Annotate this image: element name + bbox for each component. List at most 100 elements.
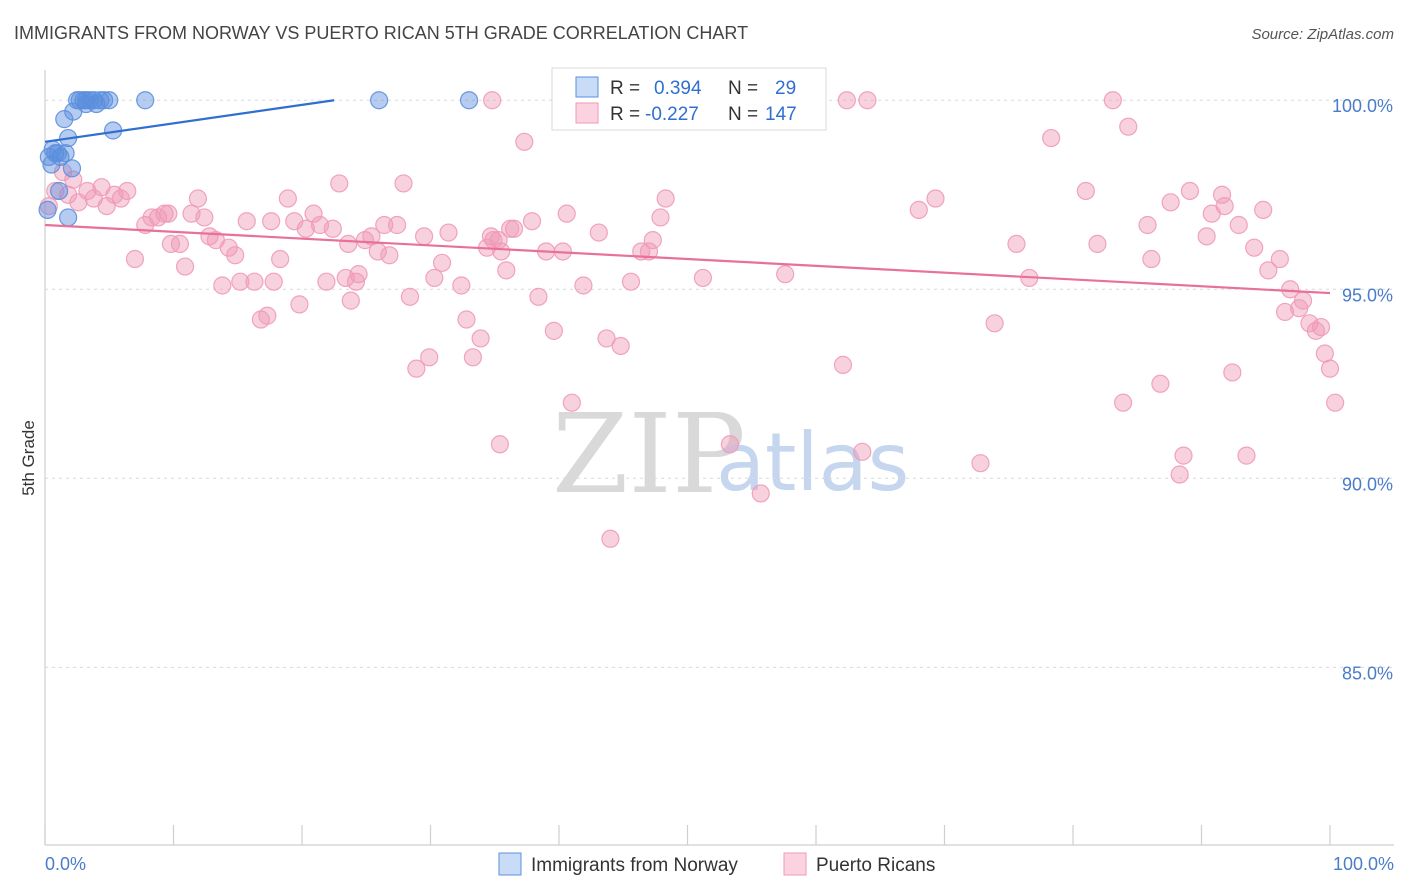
data-point-puerto-ricans (1007, 234, 1026, 254)
watermark-atlas: atlas (716, 416, 909, 509)
data-point-puerto-ricans (1326, 393, 1345, 412)
stats-n-label-norway: N = (728, 78, 758, 99)
data-point-puerto-ricans (497, 261, 516, 280)
data-point-puerto-ricans (1114, 393, 1133, 412)
data-point-puerto-ricans (330, 174, 349, 193)
data-point-puerto-ricans (1281, 280, 1300, 299)
data-point-puerto-ricans (231, 272, 250, 291)
legend-label-puerto-ricans: Puerto Ricans (816, 855, 935, 876)
data-point-puerto-ricans (1119, 117, 1138, 136)
data-point-puerto-ricans (776, 265, 795, 284)
stats-r-label-norway: R = (610, 78, 640, 99)
data-point-puerto-ricans (420, 348, 439, 367)
data-point-puerto-ricans (1300, 314, 1319, 333)
data-point-puerto-ricans (471, 329, 490, 348)
stats-box: R = 0.394 N = 29 R = -0.227 N = 147 (551, 67, 827, 131)
data-point-puerto-ricans (529, 287, 548, 306)
data-point-puerto-ricans (226, 246, 245, 265)
data-point-puerto-ricans (296, 219, 315, 238)
legend: Immigrants from Norway Puerto Ricans (498, 852, 935, 876)
data-point-puerto-ricans (1237, 446, 1256, 465)
y-tick-labels: 100.0% 95.0% 90.0% 85.0% (1332, 96, 1393, 683)
data-point-puerto-ricans (188, 189, 208, 208)
data-point-puerto-ricans (317, 272, 336, 291)
data-point-norway (370, 91, 389, 110)
data-point-puerto-ricans (304, 204, 323, 223)
data-point-puerto-ricans (1223, 363, 1242, 382)
data-point-norway (95, 91, 114, 110)
data-point-puerto-ricans (362, 227, 381, 246)
data-point-puerto-ricans (323, 219, 342, 238)
data-point-puerto-ricans (1311, 317, 1331, 337)
stats-r-value-norway: 0.394 (654, 78, 702, 99)
data-point-puerto-ricans (346, 272, 366, 291)
data-point-puerto-ricans (643, 231, 662, 250)
data-point-norway (38, 200, 57, 219)
data-point-norway (48, 144, 67, 163)
data-point-puerto-ricans (501, 219, 520, 238)
data-point-norway (77, 94, 96, 114)
data-point-puerto-ricans (597, 329, 616, 348)
y-tick-label: 95.0% (1342, 285, 1393, 305)
data-point-puerto-ricans (387, 215, 407, 235)
trend-line-norway (44, 99, 335, 143)
data-point-puerto-ricans (611, 336, 630, 356)
data-point-puerto-ricans (833, 355, 853, 374)
data-point-puerto-ricans (155, 204, 174, 223)
data-point-puerto-ricans (452, 276, 471, 295)
data-point-puerto-ricans (1180, 181, 1200, 201)
data-point-puerto-ricans (457, 310, 476, 329)
stats-swatch-norway (575, 76, 599, 98)
stats-r-value-puerto-ricans: -0.227 (645, 104, 699, 125)
data-point-puerto-ricans (562, 393, 581, 412)
data-point-puerto-ricans (1138, 215, 1157, 235)
data-point-puerto-ricans (693, 268, 713, 288)
x-tick-label-max: 100.0% (1333, 854, 1394, 874)
data-point-puerto-ricans (339, 234, 358, 254)
data-point-puerto-ricans (1229, 215, 1248, 235)
data-point-norway (62, 159, 82, 178)
chart-source: Source: ZipAtlas.com (1251, 26, 1394, 43)
data-point-puerto-ricans (159, 204, 178, 223)
data-point-puerto-ricans (400, 287, 420, 306)
data-point-puerto-ricans (414, 227, 434, 246)
stats-swatch-puerto-ricans (575, 102, 599, 124)
data-point-puerto-ricans (601, 529, 620, 548)
data-point-puerto-ricans (926, 189, 945, 208)
data-point-puerto-ricans (1161, 193, 1180, 212)
legend-swatch-norway (498, 852, 522, 876)
data-point-puerto-ricans (515, 132, 534, 151)
y-tick-label: 85.0% (1342, 663, 1393, 683)
data-point-puerto-ricans (504, 219, 524, 238)
data-point-puerto-ricans (341, 291, 360, 310)
data-point-puerto-ricans (621, 272, 641, 291)
chart-title: IMMIGRANTS FROM NORWAY VS PUERTO RICAN 5… (14, 23, 748, 43)
data-point-puerto-ricans (375, 215, 394, 235)
data-point-puerto-ricans (1088, 234, 1107, 254)
data-point-puerto-ricans (237, 212, 256, 231)
data-point-norway (59, 208, 78, 227)
data-point-puerto-ricans (656, 189, 675, 208)
data-point-puerto-ricans (1254, 200, 1273, 219)
data-point-puerto-ricans (219, 238, 238, 257)
stats-n-value-norway: 29 (775, 78, 796, 99)
data-point-puerto-ricans (720, 435, 740, 454)
data-point-puerto-ricans (971, 454, 990, 473)
x-axis-ticks (44, 825, 1331, 845)
data-point-puerto-ricans (245, 272, 264, 291)
data-point-puerto-ricans (195, 208, 214, 227)
series-puerto-ricans (39, 91, 1345, 548)
trend-lines (44, 99, 1331, 295)
data-point-puerto-ricans (1259, 261, 1278, 280)
data-point-puerto-ricans (262, 212, 281, 231)
data-point-puerto-ricans (78, 181, 97, 201)
y-tick-label: 100.0% (1332, 96, 1393, 116)
data-point-puerto-ricans (1197, 227, 1216, 246)
data-point-puerto-ricans (1212, 185, 1232, 204)
data-point-puerto-ricans (858, 91, 877, 110)
data-point-puerto-ricans (1293, 291, 1313, 310)
data-point-puerto-ricans (1142, 249, 1161, 269)
data-point-puerto-ricans (290, 295, 309, 314)
trend-line-puerto-ricans (44, 223, 1331, 295)
